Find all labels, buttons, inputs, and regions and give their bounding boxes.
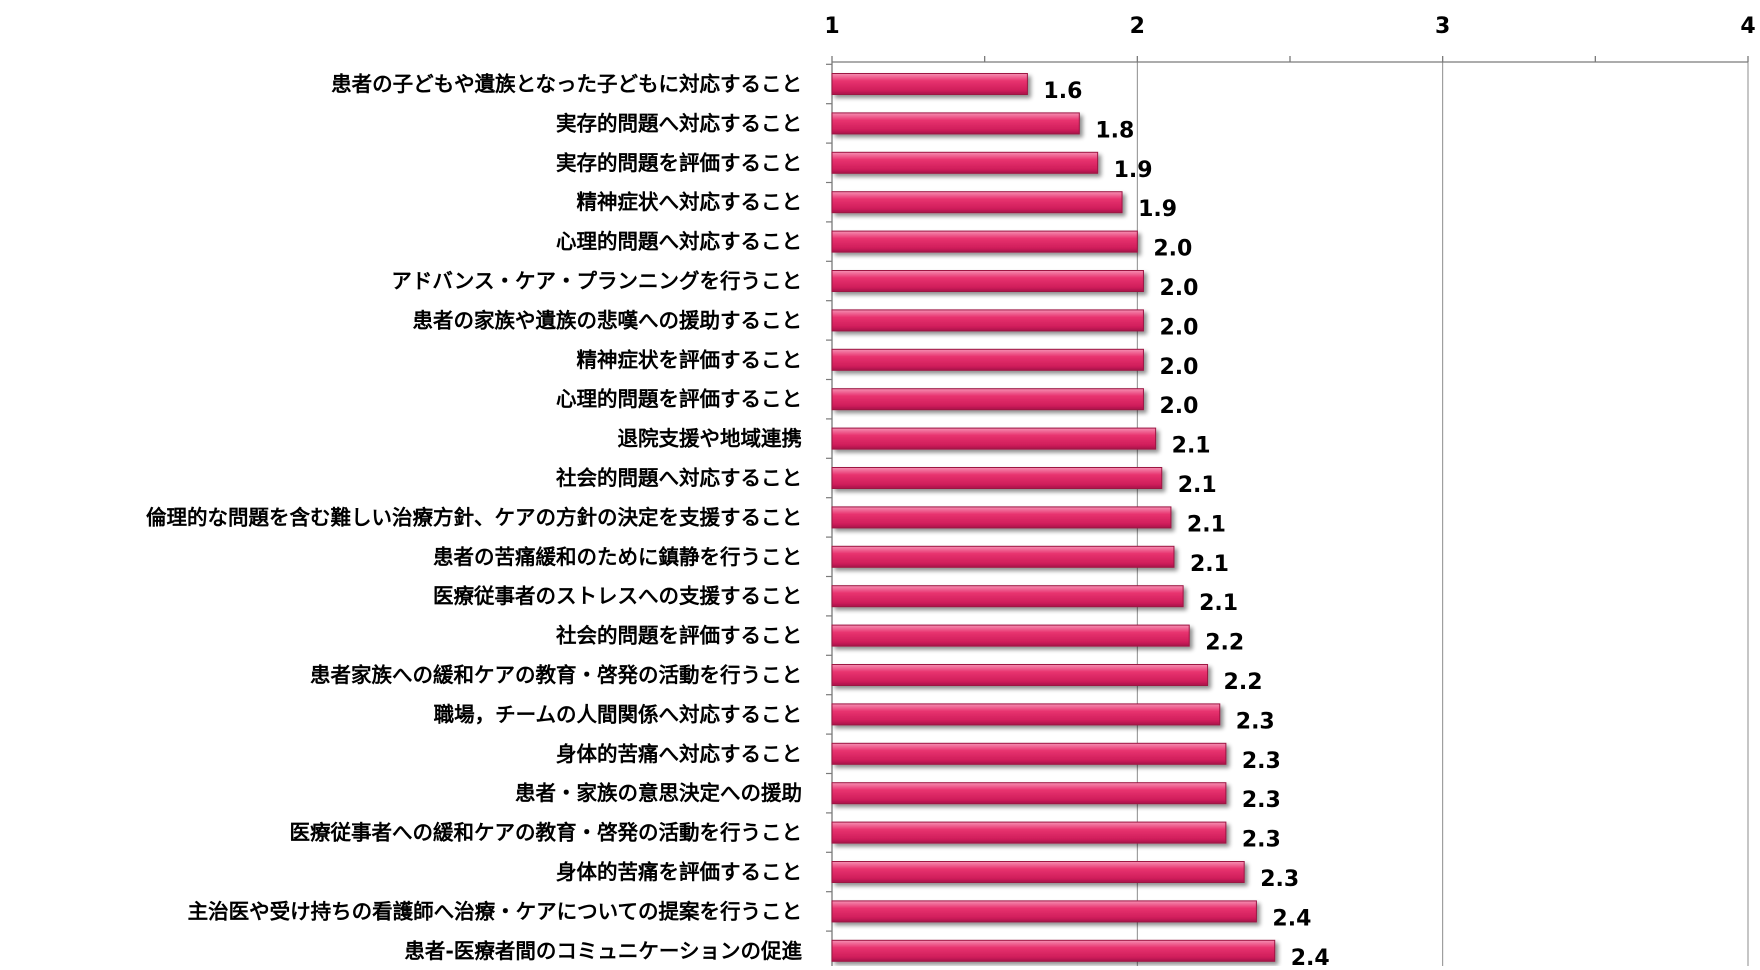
bar	[831, 624, 1190, 647]
category-label: 職場，チームの人間関係へ対応すること	[434, 702, 802, 726]
value-label: 1.9	[1138, 197, 1177, 222]
value-label: 2.3	[1242, 828, 1281, 853]
bar	[831, 191, 1123, 214]
value-label: 2.1	[1190, 552, 1229, 577]
bar	[831, 545, 1175, 568]
value-label: 2.0	[1159, 276, 1198, 301]
value-label: 2.1	[1178, 473, 1217, 498]
value-label: 2.1	[1187, 512, 1226, 537]
value-label: 2.0	[1153, 237, 1192, 262]
value-label: 2.0	[1159, 315, 1198, 340]
value-label: 2.3	[1242, 749, 1281, 774]
bar	[831, 309, 1144, 332]
bars	[831, 73, 1276, 962]
category-label: 精神症状を評価すること	[577, 348, 803, 372]
category-labels: 患者の子どもや遺族となった子どもに対応すること実存的問題へ対応すること実存的問題…	[146, 72, 802, 963]
bar	[831, 742, 1227, 765]
bar	[831, 467, 1163, 489]
category-label: 退院支援や地域連携	[618, 427, 803, 451]
bar	[831, 388, 1144, 411]
bar	[831, 230, 1138, 253]
category-label: 主治医や受け持ちの看護師へ治療・ケアについての提案を行うこと	[188, 899, 802, 923]
bar	[831, 861, 1245, 883]
category-label: 実存的問題へ対応すること	[556, 111, 802, 135]
category-label: 患者の家族や遺族の悲嘆への援助すること	[413, 308, 803, 332]
category-label: 患者・家族の意思決定への援助	[515, 781, 802, 805]
bar	[831, 112, 1080, 135]
bar	[831, 782, 1227, 805]
category-label: 医療従事者のストレスへの支援すること	[433, 584, 802, 608]
x-tick-label: 2	[1130, 14, 1145, 39]
bar	[831, 939, 1276, 962]
value-label: 2.3	[1242, 788, 1281, 813]
category-label: 心理的問題へ対応すること	[556, 230, 802, 254]
gridlines	[1136, 62, 1749, 966]
category-label: 医療従事者への緩和ケアの教育・啓発の活動を行うこと	[290, 821, 803, 845]
bar	[831, 270, 1144, 292]
category-label: 身体的苦痛へ対応すること	[556, 742, 802, 766]
value-label: 1.8	[1095, 118, 1134, 143]
value-label: 2.1	[1172, 434, 1211, 459]
value-label: 1.6	[1043, 79, 1082, 104]
value-label: 2.4	[1291, 946, 1330, 966]
value-label: 1.9	[1114, 158, 1153, 183]
bar	[831, 348, 1144, 371]
value-label: 2.3	[1236, 709, 1275, 734]
bar	[831, 585, 1184, 608]
category-label: 患者の子どもや遺族となった子どもに対応すること	[331, 72, 802, 96]
value-label: 2.2	[1224, 670, 1263, 695]
category-label: 社会的問題へ対応すること	[555, 466, 802, 490]
value-label: 2.4	[1272, 906, 1311, 931]
x-tick-label: 4	[1740, 14, 1755, 39]
value-label: 2.0	[1159, 355, 1198, 380]
bar	[831, 506, 1172, 529]
bar	[831, 703, 1221, 726]
category-label: 患者家族への緩和ケアの教育・啓発の活動を行うこと	[310, 663, 802, 687]
bar	[831, 73, 1028, 95]
category-label: 精神症状へ対応すること	[577, 190, 803, 214]
category-label: 患者-医療者間のコミュニケーションの促進	[404, 939, 802, 963]
x-tick-label: 3	[1435, 14, 1450, 39]
category-label: 社会的問題を評価すること	[555, 624, 802, 648]
bar	[831, 900, 1257, 923]
category-label: 倫理的な問題を含む難しい治療方針、ケアの方針の決定を支援すること	[146, 505, 802, 529]
value-label: 2.1	[1199, 591, 1238, 616]
category-label: 身体的苦痛を評価すること	[556, 860, 802, 884]
x-tick-label: 1	[824, 14, 839, 39]
bar	[831, 664, 1209, 686]
bar	[831, 821, 1227, 844]
value-label: 2.3	[1260, 867, 1299, 892]
category-label: 実存的問題を評価すること	[556, 151, 802, 175]
category-label: 心理的問題を評価すること	[556, 387, 802, 411]
bar	[831, 427, 1157, 450]
value-label: 2.2	[1205, 631, 1244, 656]
category-label: アドバンス・ケア・プランニングを行うこと	[391, 269, 802, 293]
bar	[831, 151, 1099, 174]
category-label: 患者の苦痛緩和のために鎮静を行うこと	[433, 545, 802, 569]
value-label: 2.0	[1159, 394, 1198, 419]
